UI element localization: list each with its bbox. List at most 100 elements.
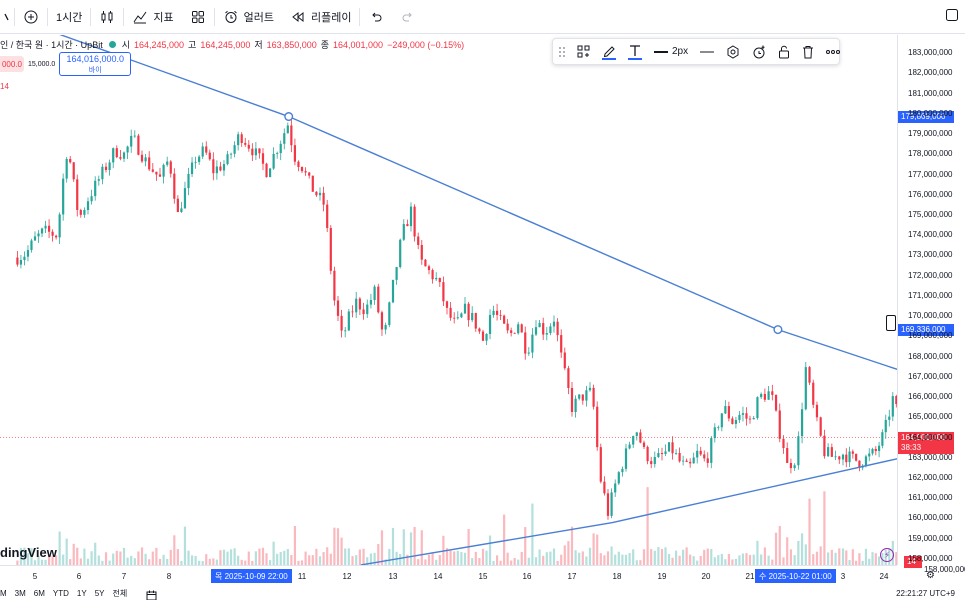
price-axis[interactable]: 179,869,000 169,336,000 164,001,000 38:3… (880, 35, 965, 574)
calendar-icon[interactable] (146, 588, 157, 600)
replay-button[interactable]: 리플레이 (282, 0, 359, 34)
volume-bar (819, 546, 822, 565)
trendline-anchor-handle[interactable] (284, 112, 294, 122)
volume-bar (219, 550, 222, 565)
candle-body (329, 227, 332, 271)
chart-type-button[interactable] (91, 0, 123, 34)
candle-body (874, 449, 877, 452)
lightning-icon[interactable]: ⚡ (880, 548, 894, 562)
candle-body (155, 171, 158, 175)
tradingview-logo[interactable]: dingView (0, 545, 57, 560)
range-button-m[interactable]: M (0, 588, 7, 598)
alarm-clock-icon (223, 9, 239, 25)
indicators-button[interactable]: 지표 (124, 0, 181, 34)
volume-bar (642, 549, 646, 565)
volume-bar (596, 534, 599, 565)
range-button-ytd[interactable]: YTD (52, 588, 69, 598)
volume-bar (868, 558, 871, 565)
price-tick-label: 167,000,000 (908, 371, 953, 381)
candles (16, 119, 897, 520)
volume-bar (58, 531, 61, 565)
candle-body (90, 196, 93, 202)
volume-bar (463, 552, 467, 565)
replay-label: 리플레이 (310, 11, 352, 24)
settings-button[interactable] (720, 39, 746, 64)
range-button-3m[interactable]: 3M (14, 588, 26, 598)
descending-trendline[interactable] (22, 35, 897, 371)
volume-bar (233, 548, 236, 565)
volume-bar (388, 548, 391, 565)
volume-price-badge: 14 (904, 556, 922, 568)
candle-body (492, 310, 495, 316)
range-button-전체[interactable]: 전체 (112, 588, 128, 598)
lock-button[interactable] (772, 39, 796, 64)
volume-bar (506, 552, 509, 565)
range-button-5y[interactable]: 5Y (94, 588, 105, 598)
volume-bar (771, 559, 774, 565)
indicators-icon (132, 9, 148, 25)
text-color-button[interactable] (622, 39, 648, 64)
candle-body (402, 224, 405, 240)
scale-handle[interactable] (886, 315, 896, 331)
sell-button[interactable]: 000.0 (0, 56, 24, 72)
line-color-button[interactable] (596, 39, 622, 64)
volume-bar (513, 558, 516, 565)
ascending-trendline[interactable] (360, 458, 897, 565)
candle-body (65, 158, 68, 179)
drawing-toolbar: 2px (552, 38, 841, 65)
candle-body (83, 210, 86, 215)
alert-button[interactable]: 얼러트 (215, 0, 282, 34)
drag-handle[interactable] (553, 39, 571, 64)
compare-symbol-button[interactable] (15, 0, 47, 34)
candle-body (499, 314, 502, 316)
chart-canvas[interactable] (0, 35, 897, 565)
time-tick-label: 19 (657, 572, 667, 581)
alert-drawing-button[interactable] (746, 39, 772, 64)
volume-bar (710, 548, 713, 565)
volume-bar (355, 555, 358, 565)
price-tick-label: 165,000,000 (908, 412, 953, 422)
volume-bar (409, 532, 413, 565)
line-style-button[interactable] (694, 39, 720, 64)
interval-button[interactable]: 1시간 (48, 0, 90, 34)
buy-button[interactable]: 164,016,000.0 바이 (59, 52, 132, 76)
line-width-button[interactable]: 2px (648, 39, 694, 64)
utc-clock[interactable]: 22:21:27 UTC+9 (896, 589, 955, 598)
more-button[interactable] (820, 39, 846, 64)
time-axis[interactable]: 5 6 7 8 11 12 13 14 15 16 17 18 19 20 21 3 24 목 2025-10-0… (0, 565, 935, 585)
range-button-6m[interactable]: 6M (33, 588, 45, 598)
volume-bar (194, 555, 197, 565)
redo-button[interactable] (392, 0, 424, 34)
countdown-value: 38:33 (901, 442, 922, 452)
candle-body (895, 396, 897, 405)
candle-body (427, 266, 431, 271)
candle-body (664, 451, 667, 455)
volume-bars (16, 487, 897, 565)
volume-bar (717, 555, 720, 565)
undo-button[interactable] (360, 0, 392, 34)
volume-bar (667, 554, 671, 565)
time-tick-label: 16 (522, 572, 532, 581)
candle-body (318, 192, 322, 196)
volume-bar (122, 547, 126, 565)
volume-bar (62, 554, 65, 565)
candle-body (409, 206, 413, 227)
templates-drawing-button[interactable] (571, 39, 596, 64)
gear-icon[interactable]: ⚙ (926, 570, 935, 581)
symbol-title[interactable]: 인 / 한국 원 · 1시간 · UpBit (0, 40, 103, 50)
delete-button[interactable] (796, 39, 820, 64)
candle-body (542, 323, 545, 335)
candle-body (635, 432, 638, 436)
templates-button[interactable] (182, 0, 214, 34)
trendline-anchor-handle[interactable] (773, 325, 783, 335)
volume-bar (786, 537, 789, 565)
divider (213, 7, 215, 26)
candle-body (574, 398, 577, 412)
fullscreen-icon[interactable] (945, 8, 961, 24)
volume-bar (871, 552, 874, 565)
range-button-1y[interactable]: 1Y (76, 588, 87, 598)
symbol-menu-button[interactable] (0, 0, 14, 34)
candle-body (731, 418, 734, 424)
time-tick-label: 24 (879, 572, 889, 581)
trendlines[interactable] (22, 35, 897, 565)
